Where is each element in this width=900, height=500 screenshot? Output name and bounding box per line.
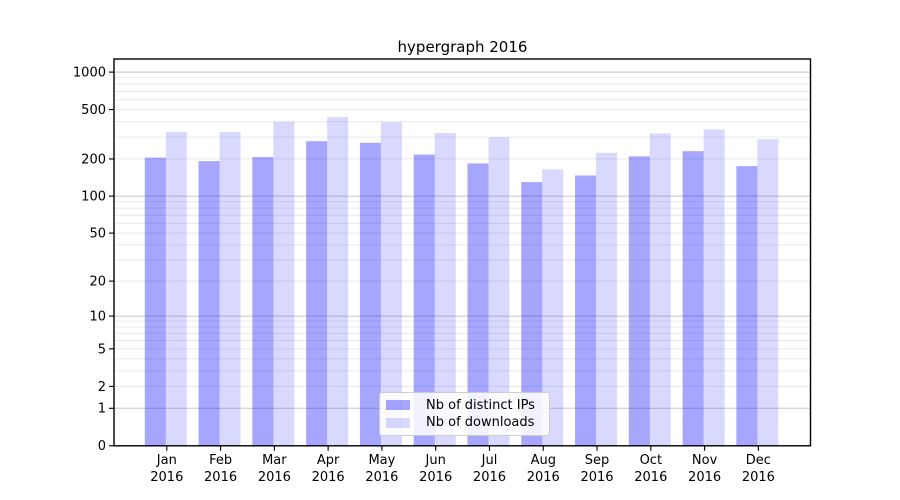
x-tick-label-month: Apr [317, 453, 340, 468]
x-tick-label-month: Jan [156, 453, 177, 468]
legend-label-downloads: Nb of downloads [426, 415, 535, 431]
x-tick-label-year: 2016 [258, 470, 291, 485]
bar-downloads [703, 129, 725, 446]
x-tick-label-year: 2016 [365, 470, 398, 485]
x-tick-label-month: Nov [692, 453, 718, 468]
bar-downloads [380, 122, 402, 446]
bar-distinct-ips [736, 166, 758, 446]
bar-downloads [649, 133, 671, 446]
x-tick-label-month: Feb [209, 453, 232, 468]
bar-distinct-ips [628, 156, 650, 446]
bar-downloads [542, 169, 564, 446]
bar-distinct-ips [682, 151, 704, 446]
bar-distinct-ips [521, 182, 543, 446]
x-tick-label-year: 2016 [204, 470, 237, 485]
legend-item-downloads: Nb of downloads [386, 414, 541, 431]
x-tick-label-month: Jul [481, 453, 498, 468]
bar-downloads [165, 131, 187, 446]
x-tick-label-year: 2016 [419, 470, 452, 485]
bar-distinct-ips [198, 161, 220, 446]
y-tick-label: 20 [89, 275, 106, 290]
bar-distinct-ips [359, 142, 381, 446]
y-tick-label: 5 [98, 342, 106, 357]
bar-downloads [327, 117, 349, 446]
x-tick-label-month: Mar [262, 453, 287, 468]
bar-downloads [757, 139, 779, 446]
x-tick-label-year: 2016 [473, 470, 506, 485]
x-tick-label-year: 2016 [634, 470, 667, 485]
x-tick-label-year: 2016 [312, 470, 345, 485]
x-tick-label-year: 2016 [688, 470, 721, 485]
legend-item-distinct-ips: Nb of distinct IPs [386, 397, 541, 414]
bar-downloads [596, 152, 618, 446]
x-tick-label-year: 2016 [580, 470, 613, 485]
x-tick-label-month: Jun [425, 453, 446, 468]
bar-distinct-ips [575, 175, 597, 446]
x-tick-label-month: Sep [585, 453, 610, 468]
x-tick-label-month: Dec [746, 453, 771, 468]
x-tick-label-year: 2016 [150, 470, 183, 485]
x-tick-label-year: 2016 [742, 470, 775, 485]
legend-label-distinct-ips: Nb of distinct IPs [426, 397, 535, 413]
y-tick-label: 200 [81, 152, 106, 167]
y-tick-label: 500 [81, 103, 106, 118]
legend-swatch-downloads [386, 417, 410, 428]
x-tick-label-month: Aug [531, 453, 556, 468]
y-tick-label: 2 [98, 380, 106, 395]
bar-downloads [434, 132, 456, 446]
x-tick-label-month: May [368, 453, 395, 468]
y-tick-label: 1 [98, 402, 106, 417]
x-tick-label-month: Oct [640, 453, 662, 468]
plot-frame [113, 58, 812, 447]
bar-distinct-ips [144, 157, 166, 446]
y-tick-label: 10 [89, 310, 106, 325]
bar-downloads [219, 131, 241, 446]
chart-title: hypergraph 2016 [397, 38, 528, 56]
legend-swatch-distinct-ips [386, 400, 410, 411]
bar-distinct-ips [306, 141, 328, 446]
y-tick-label: 0 [98, 439, 106, 454]
bar-distinct-ips [252, 157, 274, 446]
legend: Nb of distinct IPs Nb of downloads [379, 392, 550, 436]
y-tick-label: 100 [81, 190, 106, 205]
x-tick-label-year: 2016 [527, 470, 560, 485]
bar-downloads [488, 137, 510, 446]
y-tick-label: 50 [89, 227, 106, 242]
bar-distinct-ips [413, 154, 435, 446]
bar-distinct-ips [467, 163, 489, 446]
bar-downloads [273, 121, 295, 446]
y-tick-label: 1000 [73, 66, 106, 81]
